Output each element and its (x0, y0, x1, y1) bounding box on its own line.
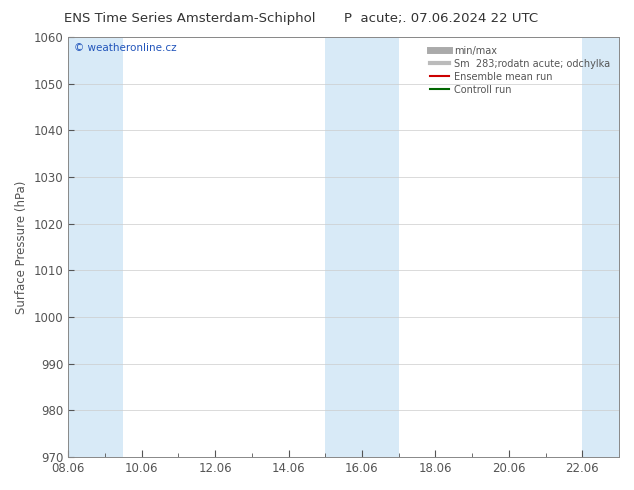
Text: P  acute;. 07.06.2024 22 UTC: P acute;. 07.06.2024 22 UTC (344, 12, 538, 25)
Legend: min/max, Sm  283;rodatn acute; odchylka, Ensemble mean run, Controll run: min/max, Sm 283;rodatn acute; odchylka, … (426, 42, 614, 98)
Bar (325, 37, 399, 457)
Text: © weatheronline.cz: © weatheronline.cz (74, 44, 176, 53)
Bar (68, 37, 123, 457)
Text: ENS Time Series Amsterdam-Schiphol: ENS Time Series Amsterdam-Schiphol (65, 12, 316, 25)
Y-axis label: Surface Pressure (hPa): Surface Pressure (hPa) (15, 180, 28, 314)
Bar (582, 37, 634, 457)
